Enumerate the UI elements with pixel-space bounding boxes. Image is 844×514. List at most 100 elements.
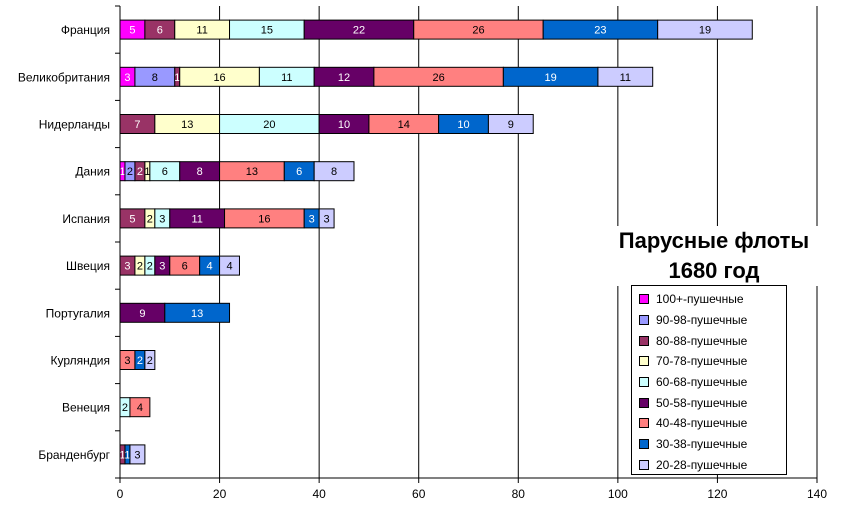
bar-value-label: 2 <box>127 166 133 178</box>
legend-label: 60-68-пушечные <box>656 375 748 390</box>
bar-value-label: 11 <box>281 72 292 84</box>
bar-value-label: 11 <box>196 25 207 37</box>
legend-item: 50-58-пушечные <box>632 392 786 413</box>
bar-value-label: 23 <box>594 25 606 37</box>
bar-segment <box>318 208 335 229</box>
chart-title: Парусные флоты 1680 год <box>596 226 832 286</box>
bar-value-label: 8 <box>331 166 337 178</box>
x-tick-label: 20 <box>213 487 227 501</box>
legend-item: 100+-пушечные <box>632 289 786 310</box>
legend-swatch <box>639 315 649 326</box>
bar-value-label: 5 <box>129 25 135 37</box>
bar-value-label: 10 <box>338 119 350 131</box>
bar-value-label: 26 <box>433 72 445 84</box>
legend-swatch <box>639 439 649 450</box>
legend-swatch <box>639 356 649 367</box>
bar-value-label: 7 <box>134 119 140 131</box>
bar-value-label: 4 <box>137 402 143 414</box>
bar-value-label: 2 <box>137 166 143 178</box>
bar-value-label: 10 <box>457 119 469 131</box>
category-label: Нидерланды <box>39 118 110 132</box>
bar-value-label: 5 <box>129 213 135 225</box>
category-label: Курляндия <box>51 354 110 368</box>
bar-value-label: 3 <box>124 72 130 84</box>
legend-label: 50-58-пушечные <box>656 395 748 410</box>
bar-value-label: 1 <box>119 449 125 461</box>
x-tick-label: 40 <box>312 487 326 501</box>
bar-value-label: 3 <box>309 213 315 225</box>
legend-label: 40-48-пушечные <box>656 416 748 431</box>
legend-swatch <box>639 418 649 429</box>
legend-item: 90-98-пушечные <box>632 310 786 331</box>
x-tick-label: 140 <box>807 487 827 501</box>
bar-value-label: 6 <box>162 166 168 178</box>
legend-item: 20-28-пушечные <box>632 455 786 476</box>
x-tick-label: 80 <box>512 487 526 501</box>
bar-value-label: 19 <box>545 72 557 84</box>
bar-value-label: 2 <box>147 261 153 273</box>
bar-value-label: 1 <box>119 166 125 178</box>
category-label: Испания <box>62 212 110 226</box>
category-labels: Франция Великобритания Нидерланды Дания Испа… <box>18 23 111 462</box>
bar-segment <box>313 161 355 182</box>
bar-value-label: 15 <box>261 25 273 37</box>
bars: 5 6 11 15 22 26 23 193 8 1 16 11 12 26 19 117 13 20 10 14 10… <box>119 19 753 465</box>
legend-label: 20-28-пушечные <box>656 457 748 472</box>
bar-value-label: 6 <box>296 166 302 178</box>
legend: 100+-пушечные 90-98-пушечные 80-88-пушечны… <box>631 285 787 475</box>
bar-value-label: 4 <box>207 261 213 273</box>
bar-value-label: 20 <box>263 119 275 131</box>
legend-swatch <box>639 335 649 346</box>
category-label: Швеция <box>66 259 110 273</box>
bar-value-label: 12 <box>338 72 350 84</box>
bar-value-label: 11 <box>191 213 202 225</box>
bar-segment <box>657 19 753 40</box>
bar-value-label: 2 <box>147 355 153 367</box>
chart-title-line-2: 1680 год <box>668 258 760 283</box>
category-label: Венеция <box>62 401 110 415</box>
category-label: Франция <box>61 23 110 37</box>
bar-value-label: 9 <box>508 119 514 131</box>
bar-value-label: 2 <box>137 261 143 273</box>
bar-segment <box>129 444 146 465</box>
bar-segment <box>487 114 534 134</box>
bar-value-label: 2 <box>137 355 143 367</box>
bar-value-label: 6 <box>157 25 163 37</box>
bar-value-label: 14 <box>398 119 410 131</box>
legend-label: 90-98-пушечные <box>656 313 748 328</box>
x-tick-label: 60 <box>412 487 426 501</box>
bar-value-label: 8 <box>197 166 203 178</box>
bar-value-label: 8 <box>152 72 158 84</box>
bar-value-label: 1 <box>174 72 180 84</box>
bar-value-label: 3 <box>124 355 130 367</box>
x-tick-label: 120 <box>707 487 727 501</box>
chart-title-line-1: Парусные флоты <box>618 228 810 253</box>
category-label: Дания <box>75 165 110 179</box>
bar-value-label: 13 <box>246 166 258 178</box>
bar-value-label: 26 <box>472 25 484 37</box>
legend-swatch <box>639 294 649 305</box>
legend-item: 60-68-пушечные <box>632 372 786 393</box>
legend-item: 80-88-пушечные <box>632 330 786 351</box>
bar-value-label: 4 <box>226 261 232 273</box>
legend-item: 30-38-пушечные <box>632 434 786 455</box>
bar-value-label: 9 <box>139 308 145 320</box>
legend-swatch <box>639 397 649 408</box>
bar-value-label: 3 <box>134 449 140 461</box>
bar-value-label: 3 <box>159 213 165 225</box>
bar-value-label: 3 <box>159 261 165 273</box>
legend-item: 40-48-пушечные <box>632 413 786 434</box>
bar-value-label: 6 <box>182 261 188 273</box>
bar-value-label: 16 <box>213 72 225 84</box>
category-label: Португалия <box>46 306 110 320</box>
category-label: Бранденбург <box>38 448 110 462</box>
bar-value-label: 3 <box>124 261 130 273</box>
x-tick-label: 0 <box>117 487 124 501</box>
bar-segment <box>144 350 156 370</box>
bar-segment <box>164 302 231 323</box>
bar-segment <box>597 66 654 87</box>
x-tick-label: 100 <box>608 487 628 501</box>
bar-value-label: 2 <box>122 402 128 414</box>
bar-segment <box>219 255 240 276</box>
